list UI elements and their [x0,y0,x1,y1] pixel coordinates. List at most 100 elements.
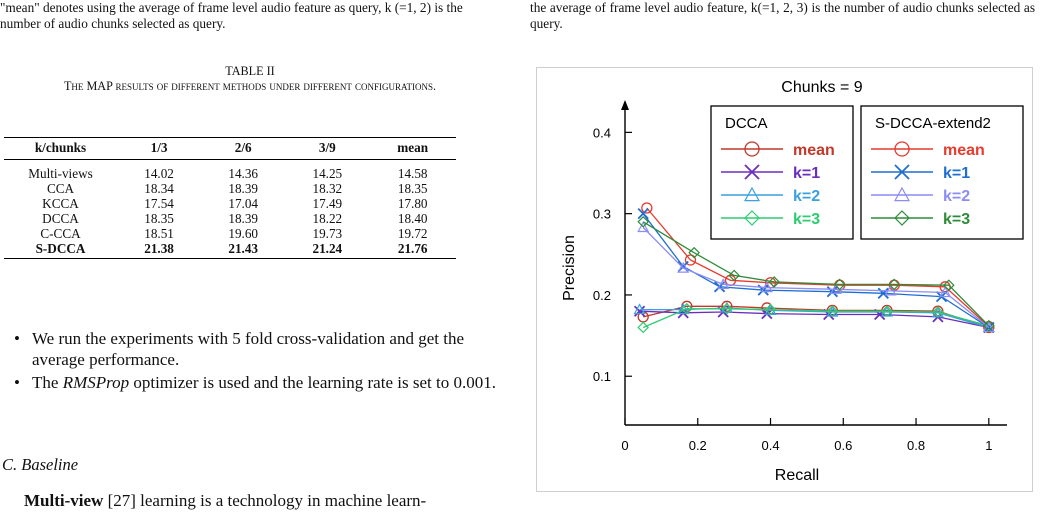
legend-marker [893,186,911,202]
row-method: CCA [46,181,75,196]
chart-svg: 0 0.2 0.4 0.6 0.8 1 0.1 0.2 0.3 0.4 Chunks = 9 Reca… [561,79,1024,484]
legend-label: mean [943,142,985,159]
legend-marker [744,210,760,226]
cell: 17.54 [144,196,174,211]
y-tick-label: 0.1 [593,369,611,384]
series-line-s-dcca-extend2-mean [646,207,990,328]
table-row: Multi-views 14.02 14.36 14.25 14.58 [4,160,456,182]
optimizer-term: RMSProp [62,373,130,392]
data-point [637,215,650,228]
y-tick-label: 0.2 [593,288,611,303]
series-line-dcca-mean [643,305,989,329]
x-axis-label: Recall [775,467,819,484]
cell: 21.24 [285,241,370,259]
data-point [728,269,740,282]
table-caption: TABLE II The MAP results of different me… [0,64,500,94]
header-k-chunks: k/chunks [4,137,117,160]
table-row: CCA 18.34 18.39 18.32 18.35 [4,181,456,196]
chart-title: Chunks = 9 [781,79,862,96]
table-header-row: k/chunks 1/3 2/6 3/9 mean [4,137,456,160]
cell: 14.36 [228,166,259,181]
right-figure-caption: the average of frame level audio feature… [530,0,1035,31]
data-point [932,306,944,318]
cell: 14.02 [144,166,174,181]
series-line-dcca-k=3 [642,308,989,329]
data-point [641,202,653,214]
series-line-s-dcca-extend2-k=3 [642,221,990,327]
y-tick-label: 0.4 [593,125,611,140]
table-row-highlight: S-DCCA 21.38 21.43 21.24 21.76 [4,241,456,259]
y-axis-label: Precision [561,235,578,301]
cell: 18.35 [144,211,174,226]
data-point [720,301,733,313]
header-mean: mean [369,137,456,160]
row-method: DCCA [42,211,79,226]
cell: 14.25 [312,166,343,181]
legend-label: k=3 [793,211,820,228]
cell: 21.43 [201,241,286,259]
row-method: C-CCA [40,226,81,241]
legend-label: k=2 [943,188,970,205]
data-point [677,261,690,273]
legend-title: S-DCCA-extend2 [875,115,991,132]
cell: 14.58 [397,166,428,181]
cell: 18.51 [144,226,174,241]
data-point [768,276,781,288]
data-point [939,286,952,298]
paragraph-text: [27] learning is a technology in machine… [103,491,427,510]
data-point [721,300,733,312]
x-tick-label: 0.6 [834,438,852,453]
bullet-cross-validation: We run the experiments with 5 fold cross… [12,328,512,370]
cell: 18.34 [144,181,174,196]
y-tick-label: 0.3 [593,207,611,222]
left-figure-caption: "mean" denotes using the average of fram… [0,0,463,31]
table-title: The MAP results of different methods und… [63,79,437,93]
legend-marker [744,164,760,180]
data-point [637,221,650,233]
legend-label: k=2 [793,188,820,205]
cell: 21.76 [369,241,456,259]
x-tick-label: 0.8 [907,438,925,453]
header-1-3: 1/3 [117,137,202,160]
body-paragraph: Multi-view [27] learning is a technology… [24,491,514,511]
data-point [833,278,846,291]
data-point [760,281,773,293]
row-method: KCCA [42,196,79,211]
series-line-s-dcca-extend2-k=2 [642,227,990,329]
cell: 17.04 [228,196,259,211]
legend-marker [744,141,760,157]
data-point [684,254,697,266]
data-point [982,319,995,332]
data-point [717,278,730,289]
data-point [888,278,901,291]
header-2-6: 2/6 [201,137,286,160]
bullet-text: optimizer is used and the learning rate … [129,373,496,392]
data-point [680,302,693,315]
results-table: k/chunks 1/3 2/6 3/9 mean Multi-views 14.… [4,137,456,259]
series-line-dcca-k=1 [639,310,989,329]
table-row: KCCA 17.54 17.04 17.49 17.80 [4,196,456,211]
legend-marker [743,186,761,202]
x-tick-label: 1 [985,438,992,453]
x-tick-label: 0.4 [761,438,779,453]
x-tick-label: 0.2 [689,438,707,453]
header-3-9: 3/9 [285,137,370,160]
data-point [764,303,777,316]
cell: 19.73 [312,226,343,241]
legend-label: k=1 [793,165,820,182]
legend-marker [894,164,910,180]
cell: 19.60 [228,226,259,241]
cell: 18.32 [312,181,343,196]
precision-recall-chart: 0 0.2 0.4 0.6 0.8 1 0.1 0.2 0.3 0.4 Chunks = 9 Reca… [536,67,1033,492]
row-method: Multi-views [28,166,93,181]
cell: 21.38 [117,241,202,259]
data-point [884,284,897,296]
legend-marker [894,141,910,157]
row-method: S-DCCA [4,241,117,259]
data-point [633,305,646,317]
legend-title: DCCA [725,115,768,132]
table-label: TABLE II [225,64,275,78]
data-point [826,305,839,318]
table-row: C-CCA 18.51 19.60 19.73 19.72 [4,226,456,241]
y-axis-arrow [621,100,629,110]
